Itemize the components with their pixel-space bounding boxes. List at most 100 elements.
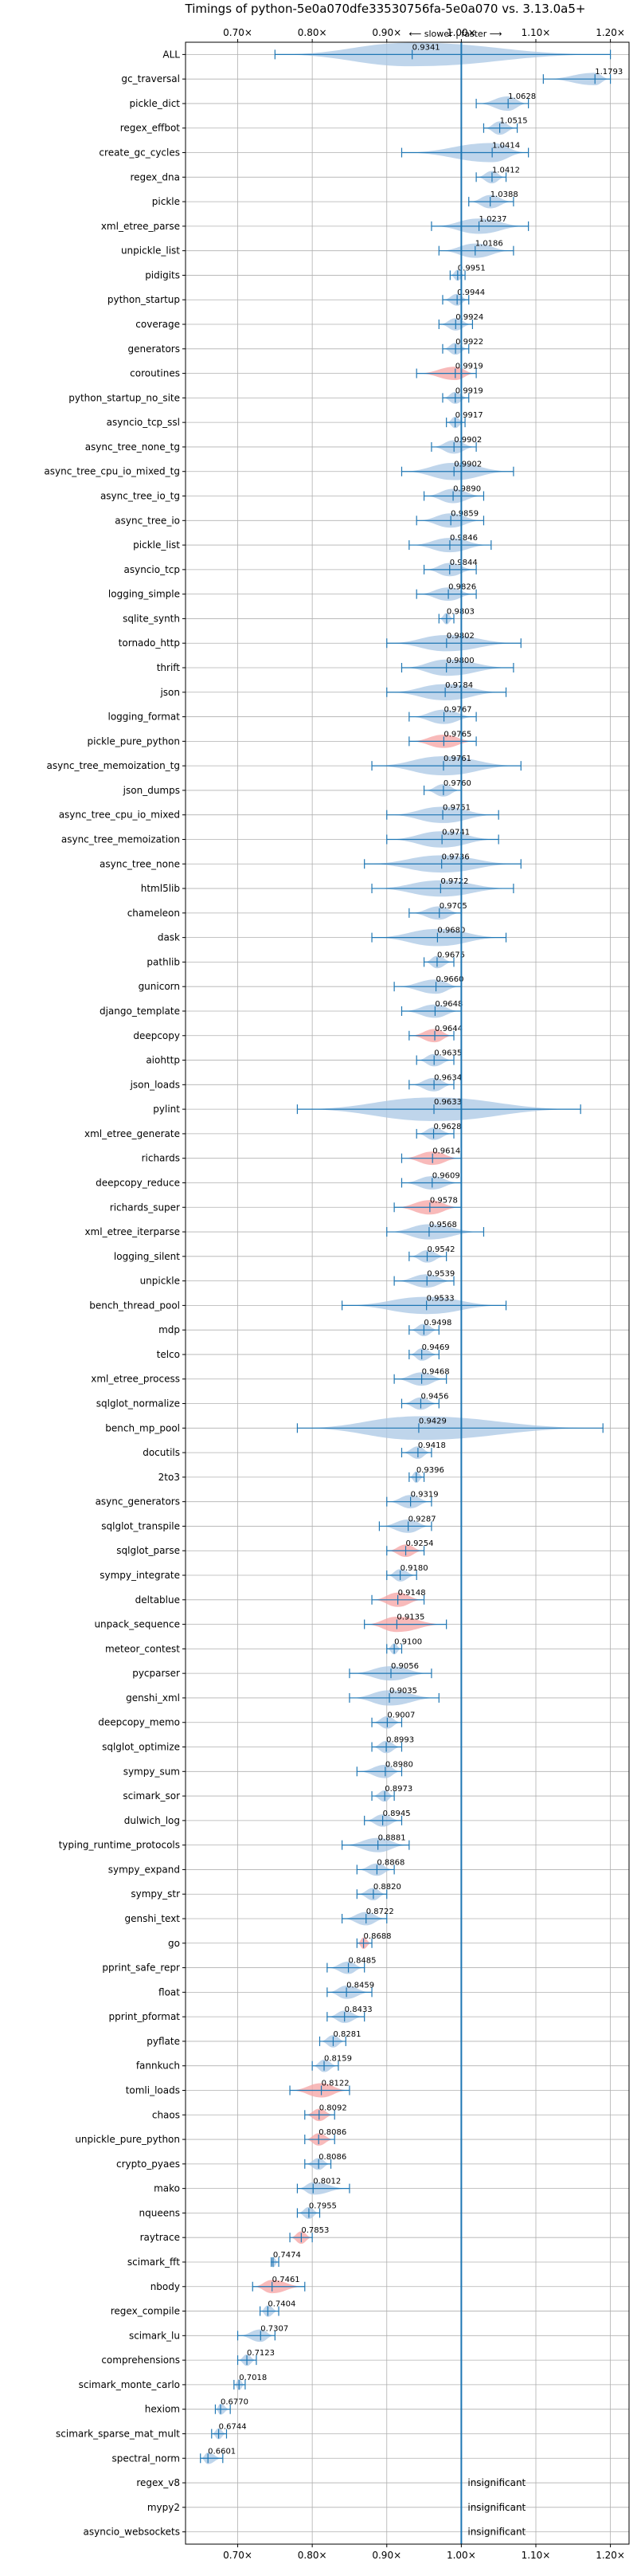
median-label: 0.8281	[333, 2030, 361, 2039]
benchmark-label: go	[168, 1938, 180, 1949]
median-label: 0.9254	[406, 1539, 434, 1548]
benchmark-label: pylint	[153, 1104, 180, 1115]
median-label: 0.9800	[447, 657, 475, 665]
median-label: 0.9802	[447, 632, 475, 641]
benchmark-label: tomli_loads	[126, 2084, 180, 2096]
median-label: 0.9533	[427, 1294, 455, 1303]
median-label: 0.9644	[435, 1025, 463, 1033]
benchmark-label: sympy_str	[131, 1888, 180, 1900]
median-label: 0.9568	[429, 1221, 457, 1229]
benchmark-label: gunicorn	[139, 981, 180, 992]
median-label: 1.0414	[492, 142, 520, 151]
benchmark-label: pickle_pure_python	[88, 735, 180, 747]
benchmark-label: pprint_pformat	[109, 2011, 181, 2022]
x-tick-label-bottom: 0.70×	[223, 2550, 252, 2561]
chart-title: Timings of python-5e0a070dfe33530756fa-5…	[185, 2, 586, 16]
benchmark-label: float	[158, 1986, 180, 1998]
median-label: 0.9056	[391, 1662, 419, 1671]
x-tick-label-top: 1.00×	[447, 27, 476, 38]
median-label: 0.9542	[427, 1245, 455, 1254]
x-tick-label-bottom: 1.20×	[596, 2550, 625, 2561]
benchmark-label: python_startup_no_site	[68, 392, 180, 403]
median-label: 0.9468	[422, 1368, 450, 1377]
median-label: 0.9100	[394, 1637, 422, 1646]
benchmark-label: spectral_norm	[111, 2452, 180, 2464]
median-label: 0.9844	[450, 559, 478, 567]
benchmark-label: sqlite_synth	[123, 613, 180, 624]
median-label: 0.9180	[401, 1564, 428, 1573]
benchmark-label: unpickle	[140, 1276, 180, 1287]
benchmark-label: regex_compile	[111, 2306, 180, 2317]
benchmark-label: regex_v8	[136, 2477, 180, 2488]
plot-frame	[185, 41, 630, 2545]
benchmark-label: nqueens	[139, 2207, 180, 2218]
x-tick-label-bottom: 1.00×	[447, 2550, 476, 2561]
benchmark-label: comprehensions	[101, 2354, 180, 2366]
benchmark-label: crypto_pyaes	[116, 2158, 180, 2170]
benchmark-label: mypy2	[147, 2502, 180, 2513]
median-label: 0.9922	[455, 338, 483, 347]
median-label: 0.7955	[309, 2202, 337, 2210]
median-label: 0.9751	[443, 804, 471, 813]
benchmark-label: async_tree_none	[100, 858, 180, 869]
benchmark-label: async_tree_none_tg	[85, 441, 180, 453]
benchmark-label: thrift	[157, 662, 181, 673]
axes: 0.70× 0.70× 0.80× 0.80× 0.90× 0.90× 1.00× 1.00×…	[44, 27, 630, 2561]
median-label: 0.8159	[324, 2055, 352, 2064]
benchmark-label: sqlglot_transpile	[101, 1520, 180, 1531]
benchmark-label: hexiom	[145, 2404, 180, 2415]
benchmark-label: generators	[127, 343, 180, 355]
benchmark-label: bench_thread_pool	[89, 1300, 180, 1311]
median-label: 1.1793	[595, 68, 623, 76]
median-label: 1.0237	[479, 215, 507, 224]
median-label: 0.9609	[432, 1171, 460, 1180]
median-label: 0.8485	[349, 1957, 377, 1966]
median-label: 0.8086	[318, 2128, 346, 2137]
benchmark-label: async_generators	[96, 1496, 180, 1508]
benchmark-label: create_gc_cycles	[99, 147, 180, 159]
benchmark-label: async_tree_cpu_io_mixed	[59, 810, 180, 821]
median-label: 0.8820	[373, 1883, 401, 1892]
benchmark-label: json_dumps	[123, 785, 180, 796]
benchmark-label: aiohttp	[146, 1055, 180, 1066]
median-label: 0.6770	[221, 2398, 248, 2407]
benchmark-label: sympy_integrate	[100, 1570, 180, 1581]
insignificant-label: insignificant	[467, 2502, 526, 2513]
benchmark-label: python_startup	[107, 294, 180, 305]
benchmark-label: sympy_expand	[108, 1864, 180, 1875]
median-label: 0.9705	[440, 902, 467, 911]
median-label: 0.9469	[422, 1343, 450, 1352]
x-tick-label-top: 0.90×	[372, 27, 401, 38]
benchmark-label: gc_traversal	[121, 73, 180, 84]
median-label: 0.8086	[318, 2153, 346, 2162]
insignificant-label: insignificant	[467, 2527, 526, 2538]
median-label: 0.9675	[437, 951, 465, 959]
violins: 0.9341 1.1793 1.0628 1.0515 1.0414 1.0412 1.03…	[200, 42, 623, 2544]
median-label: 0.7404	[268, 2300, 295, 2309]
benchmark-label: async_tree_io_tg	[100, 491, 180, 502]
benchmark-label: sqlglot_optimize	[102, 1742, 180, 1753]
benchmark-label: genshi_xml	[126, 1692, 180, 1704]
benchmark-label: unpickle_list	[121, 245, 180, 257]
benchmark-label: pickle_list	[133, 539, 180, 551]
median-label: 0.9722	[440, 877, 468, 886]
median-label: 0.9148	[398, 1589, 426, 1598]
median-label: 0.8868	[377, 1858, 404, 1867]
benchmark-label: async_tree_memoization	[61, 833, 180, 845]
median-label: 0.9680	[437, 927, 465, 935]
median-label: 0.8688	[364, 1932, 392, 1941]
median-label: 0.8012	[313, 2178, 341, 2186]
benchmark-label: xml_etree_generate	[84, 1128, 180, 1139]
benchmark-label: json	[159, 687, 180, 698]
median-label: 0.9498	[424, 1319, 451, 1327]
benchmark-label: mako	[154, 2183, 180, 2194]
median-label: 0.9919	[455, 386, 483, 395]
benchmark-label: json_loads	[130, 1079, 180, 1090]
median-label: 0.9741	[442, 828, 470, 837]
benchmark-label: regex_effbot	[120, 123, 181, 134]
benchmark-label: coroutines	[130, 368, 180, 379]
benchmark-label: fannkuch	[136, 2060, 180, 2072]
benchmark-label: asyncio_tcp_ssl	[107, 417, 180, 428]
median-label: 0.8945	[383, 1809, 411, 1818]
